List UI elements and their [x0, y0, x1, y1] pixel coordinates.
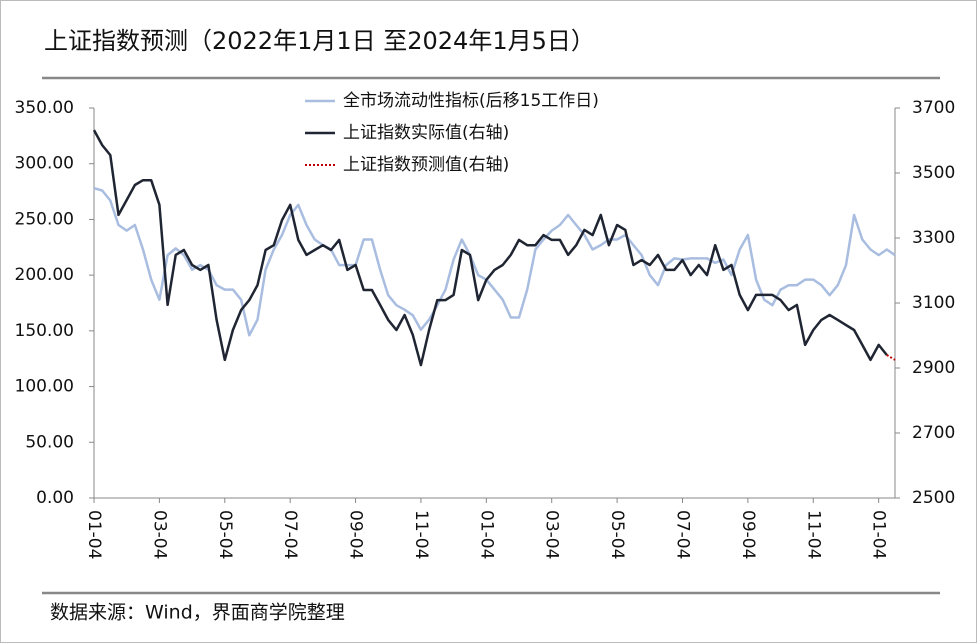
x-tick-label: 03-04	[542, 510, 562, 559]
chart-title: 上证指数预测（2022年1月1日 至2024年1月5日）	[44, 27, 595, 55]
x-tick-label: 05-04	[215, 510, 235, 559]
y-tick-label: 250.00	[15, 209, 74, 229]
y2-tick-label: 3700	[912, 98, 955, 118]
x-tick-label: 11-04	[803, 510, 823, 559]
y-tick-label: 50.00	[25, 432, 74, 452]
x-tick-label: 01-04	[84, 510, 104, 559]
series-line	[886, 354, 896, 361]
x-tick-label: 09-04	[346, 510, 366, 559]
x-tick-label: 03-04	[149, 510, 169, 559]
legend-label: 全市场流动性指标(后移15工作日)	[343, 91, 599, 111]
y-tick-label: 200.00	[15, 265, 74, 285]
y2-tick-label: 3500	[912, 163, 955, 183]
y2-tick-label: 2900	[912, 358, 955, 378]
y-tick-label: 150.00	[15, 321, 74, 341]
x-tick-label: 05-04	[607, 510, 627, 559]
y-tick-label: 100.00	[15, 377, 74, 397]
source-note: 数据来源：Wind，界面商学院整理	[50, 602, 345, 624]
legend-label: 上证指数预测值(右轴)	[343, 155, 509, 175]
x-tick-label: 01-04	[869, 510, 889, 559]
y2-tick-label: 3300	[912, 228, 955, 248]
y2-tick-label: 2700	[912, 423, 955, 443]
y2-tick-label: 3100	[912, 293, 955, 313]
x-tick-label: 07-04	[672, 510, 692, 559]
x-tick-label: 11-04	[411, 510, 431, 559]
x-tick-label: 07-04	[280, 510, 300, 559]
series-line	[93, 186, 896, 337]
legend-label: 上证指数实际值(右轴)	[343, 123, 509, 143]
series-line	[92, 129, 888, 367]
y2-tick-label: 2500	[912, 488, 955, 508]
y-tick-label: 0.00	[36, 488, 74, 508]
y-tick-label: 350.00	[15, 98, 74, 118]
x-tick-label: 01-04	[476, 510, 496, 559]
x-tick-label: 09-04	[738, 510, 758, 559]
y-tick-label: 300.00	[15, 154, 74, 174]
